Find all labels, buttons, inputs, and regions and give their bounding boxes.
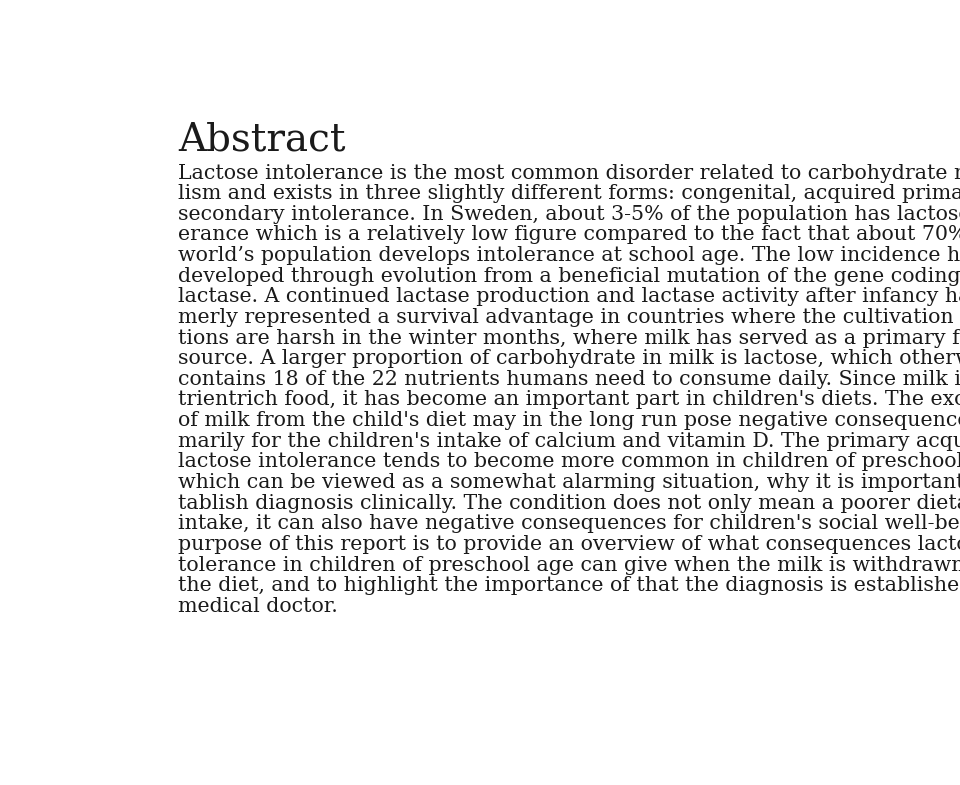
Text: secondary intolerance. In Sweden, about 3-5% of the population has lactose intol: secondary intolerance. In Sweden, about …: [179, 205, 960, 224]
Text: Abstract: Abstract: [179, 121, 346, 158]
Text: intake, it can also have negative consequences for children's social well-being.: intake, it can also have negative conseq…: [179, 514, 960, 533]
Text: contains 18 of the 22 nutrients humans need to consume daily. Since milk is a nu: contains 18 of the 22 nutrients humans n…: [179, 370, 960, 389]
Text: world’s population develops intolerance at school age. The low incidence has bee: world’s population develops intolerance …: [179, 246, 960, 265]
Text: purpose of this report is to provide an overview of what consequences lactose in: purpose of this report is to provide an …: [179, 535, 960, 554]
Text: tions are harsh in the winter months, where milk has served as a primary food: tions are harsh in the winter months, wh…: [179, 329, 960, 348]
Text: trientrich food, it has become an important part in children's diets. The exclus: trientrich food, it has become an import…: [179, 390, 960, 410]
Text: the diet, and to highlight the importance of that the diagnosis is established b: the diet, and to highlight the importanc…: [179, 576, 960, 595]
Text: lism and exists in three slightly different forms: congenital, acquired primary : lism and exists in three slightly differ…: [179, 184, 960, 203]
Text: erance which is a relatively low figure compared to the fact that about 70% of t: erance which is a relatively low figure …: [179, 225, 960, 244]
Text: source. A larger proportion of carbohydrate in milk is lactose, which otherwise: source. A larger proportion of carbohydr…: [179, 349, 960, 368]
Text: lactose intolerance tends to become more common in children of preschool age,: lactose intolerance tends to become more…: [179, 452, 960, 472]
Text: Lactose intolerance is the most common disorder related to carbohydrate metabo-: Lactose intolerance is the most common d…: [179, 163, 960, 182]
Text: tablish diagnosis clinically. The condition does not only mean a poorer dietary: tablish diagnosis clinically. The condit…: [179, 494, 960, 513]
Text: which can be viewed as a somewhat alarming situation, why it is important to es-: which can be viewed as a somewhat alarmi…: [179, 473, 960, 492]
Text: marily for the children's intake of calcium and vitamin D. The primary acquired: marily for the children's intake of calc…: [179, 432, 960, 451]
Text: tolerance in children of preschool age can give when the milk is withdrawn from: tolerance in children of preschool age c…: [179, 556, 960, 575]
Text: merly represented a survival advantage in countries where the cultivation condi-: merly represented a survival advantage i…: [179, 308, 960, 327]
Text: of milk from the child's diet may in the long run pose negative consequences, pr: of milk from the child's diet may in the…: [179, 411, 960, 430]
Text: developed through evolution from a beneficial mutation of the gene coding for: developed through evolution from a benef…: [179, 267, 960, 286]
Text: medical doctor.: medical doctor.: [179, 597, 338, 616]
Text: lactase. A continued lactase production and lactase activity after infancy has f: lactase. A continued lactase production …: [179, 287, 960, 306]
